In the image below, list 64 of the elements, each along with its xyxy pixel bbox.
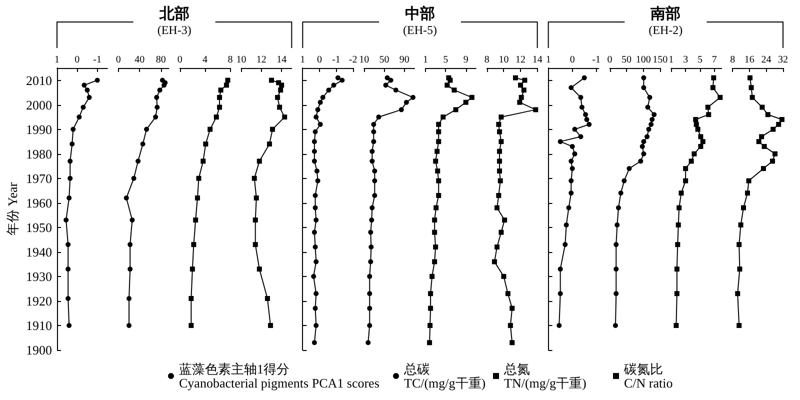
x-tick-label: 0 <box>607 54 612 66</box>
x-tick-label: 1 <box>668 54 674 66</box>
y-tick-label: 1970 <box>26 170 52 186</box>
x-tick-label: -1 <box>93 54 102 66</box>
x-tick-label: 0 <box>177 54 182 66</box>
x-tick-label: 10 <box>498 54 509 66</box>
x-tick-label: 14 <box>532 54 542 66</box>
x-tick-label: 40 <box>134 54 145 66</box>
x-tick-label: 0 <box>570 54 575 66</box>
y-tick-label: 1950 <box>26 220 52 235</box>
y-tick-label: 1960 <box>26 195 52 210</box>
legend-label: 蓝藻色素主轴1得分 Cyanobacterial pigments PCA1 scores <box>179 362 380 390</box>
y-tick-label: 1920 <box>26 293 52 308</box>
y-tick-label: 1980 <box>26 146 52 162</box>
x-tick-label: -2 <box>348 54 358 66</box>
text: (EH-3) <box>157 23 192 37</box>
x-tick-label: 4 <box>202 54 208 66</box>
x-tick-label: 5 <box>443 54 448 66</box>
x-tick-label: 10 <box>359 54 370 66</box>
x-tick-label: 14 <box>276 54 287 66</box>
x-tick-label: 0 <box>316 54 322 66</box>
x-tick-label: 12 <box>516 54 526 66</box>
x-tick-label: 0 <box>116 54 121 66</box>
x-tick-label: 12 <box>256 54 266 66</box>
y-axis-title: 年份 Year <box>5 182 20 236</box>
text: (EH-2) <box>648 23 683 37</box>
x-tick-label: 150 <box>652 54 668 66</box>
y-tick-label: 2010 <box>26 72 52 88</box>
text: 中部 <box>405 4 435 22</box>
x-tick-label: 7 <box>712 54 717 66</box>
y-tick-label: 1990 <box>26 122 52 137</box>
y-tick-label: 2000 <box>26 97 52 112</box>
text: 南部 <box>650 4 681 22</box>
x-tick-label: 8 <box>730 54 736 66</box>
x-tick-label: 32 <box>778 54 788 66</box>
x-tick-label: 8 <box>484 54 490 66</box>
x-tick-label: 5 <box>697 54 702 66</box>
x-tick-label: 90 <box>399 54 410 66</box>
x-tick-label: 50 <box>622 54 632 66</box>
x-tick-label: 100 <box>636 54 651 66</box>
x-tick-label: 1 <box>423 54 428 66</box>
y-tick-label: 1940 <box>26 244 52 260</box>
legend-label: 总氮 TN/(mg/g干重) <box>503 362 586 390</box>
y-tick-label: 1900 <box>26 342 52 358</box>
x-tick-label: -1 <box>332 54 340 66</box>
x-tick-label: 1 <box>54 54 60 66</box>
x-tick-label: 3 <box>683 54 688 66</box>
text: (EH-5) <box>403 23 437 37</box>
x-tick-label: 80 <box>156 54 166 66</box>
x-tick-label: -1 <box>592 54 601 66</box>
x-tick-label: 50 <box>379 54 390 66</box>
x-tick-label: 24 <box>761 54 772 66</box>
x-tick-label: 9 <box>463 54 468 66</box>
legend-label: 总碳 TC/(mg/g干重) <box>403 362 486 390</box>
x-tick-label: 16 <box>744 54 754 66</box>
x-tick-label: 8 <box>228 54 233 66</box>
x-tick-label: 0 <box>74 54 80 66</box>
x-tick-label: 1 <box>300 54 306 66</box>
y-tick-label: 1910 <box>26 318 52 333</box>
text: 北部 <box>158 4 190 22</box>
x-tick-label: 10 <box>236 54 246 66</box>
legend-label: 碳氮比 C/N ratio <box>623 362 673 390</box>
x-tick-label: 1 <box>546 54 551 66</box>
y-tick-label: 1930 <box>26 268 52 284</box>
